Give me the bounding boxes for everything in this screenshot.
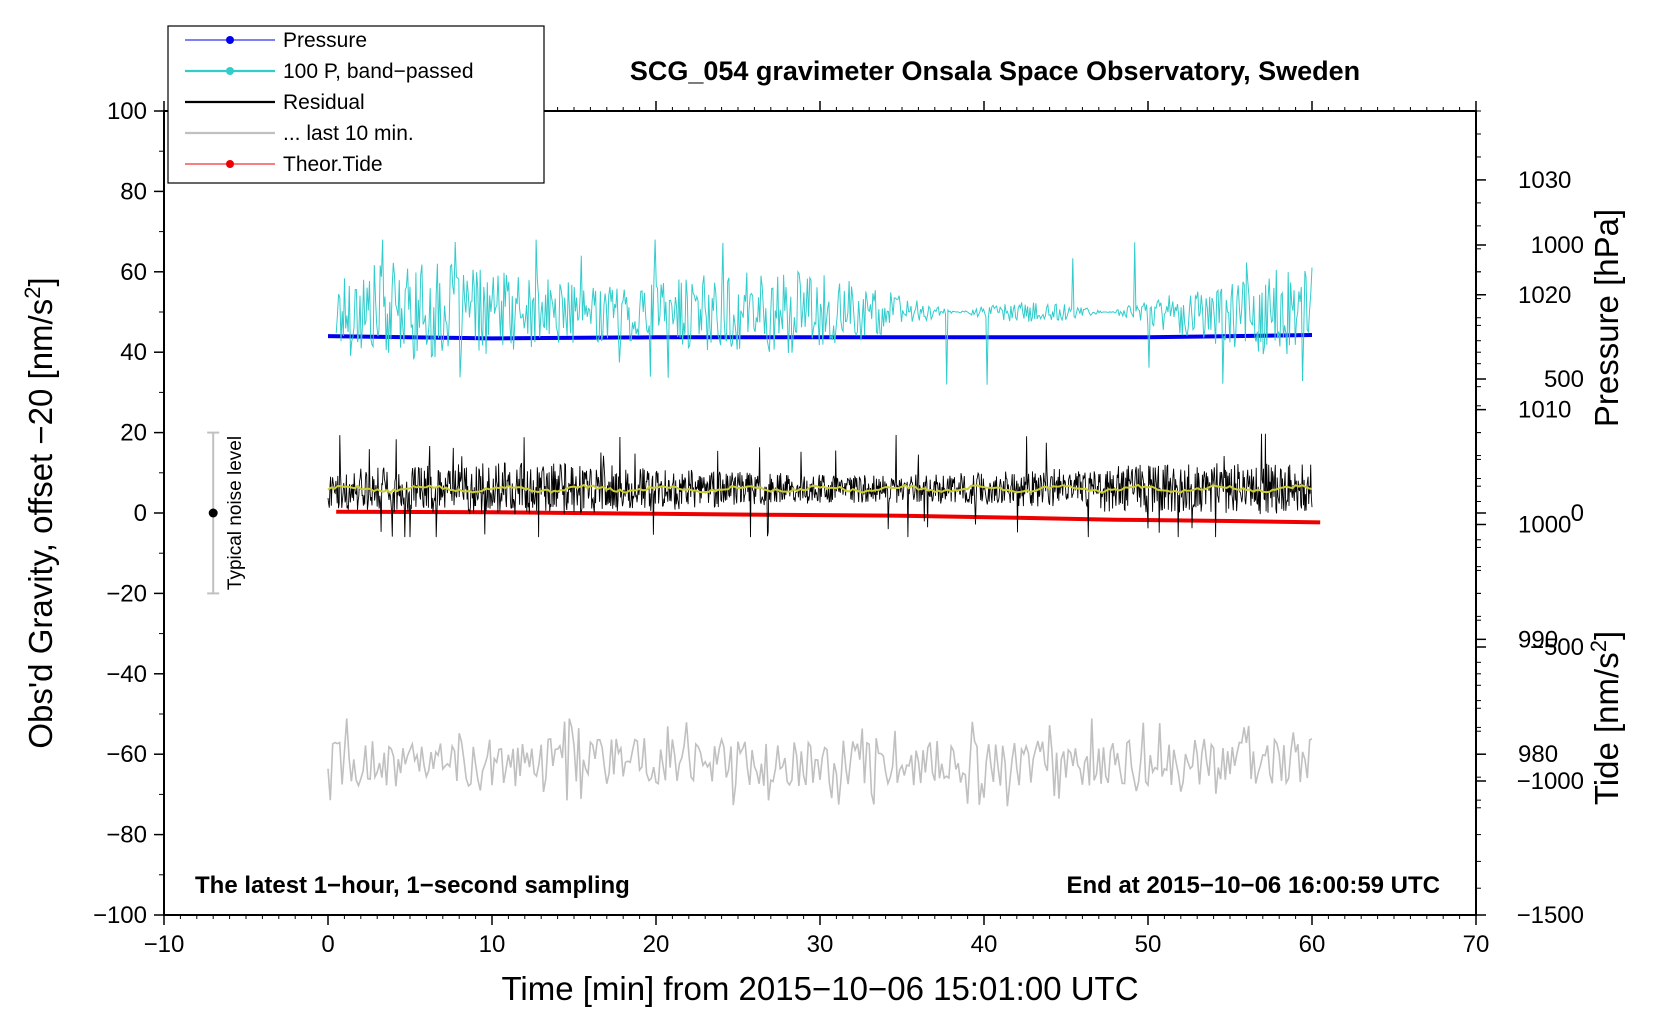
y-axis-pressure-title: Pressure [hPa]	[1588, 209, 1625, 427]
tide-tick-label: 500	[1544, 366, 1584, 393]
tide-tick-label: −1000	[1517, 768, 1584, 795]
legend-item: Residual	[185, 91, 365, 114]
legend-label: 100 P, band−passed	[283, 60, 474, 83]
x-tick-label: 0	[321, 931, 334, 958]
noise-bar-center-dot	[208, 508, 218, 518]
band-passed-pressure-line	[335, 239, 1313, 385]
y-left-tick-label: 100	[107, 98, 147, 125]
last-10-min-line	[327, 718, 1313, 807]
x-axis-title: Time [min] from 2015−10−06 15:01:00 UTC	[501, 970, 1138, 1007]
x-tick-label: −10	[144, 931, 185, 958]
y-left-tick-label: 0	[134, 500, 147, 527]
tide-tick-label: 1000	[1531, 232, 1584, 259]
legend-item: 100 P, band−passed	[185, 60, 474, 83]
x-tick-label: 40	[971, 931, 998, 958]
legend-swatch-marker	[226, 36, 234, 44]
theor-tide-line	[336, 509, 1321, 525]
tide-tick-label: −1500	[1517, 902, 1584, 929]
y-left-tick-label: −60	[106, 741, 147, 768]
legend-label: Pressure	[283, 29, 367, 52]
legend-box	[167, 25, 545, 184]
legend-item: Pressure	[185, 29, 367, 52]
noise-bar-label: Typical noise level	[225, 436, 246, 590]
noise-bar: Typical noise level	[207, 431, 246, 595]
y-axis-left-title: Obs'd Gravity, offset −20 [nm/s2]	[20, 277, 60, 748]
y-left-tick-label: 40	[120, 339, 147, 366]
legend-label: Theor.Tide	[283, 153, 383, 176]
x-tick-label: 70	[1463, 931, 1490, 958]
y-left-tick-label: −40	[106, 661, 147, 688]
x-tick-label: 30	[807, 931, 834, 958]
pressure-tick-label: 1030	[1518, 167, 1571, 194]
x-tick-label: 50	[1135, 931, 1162, 958]
tide-tick-label: −500	[1530, 634, 1584, 661]
x-tick-label: 10	[479, 931, 506, 958]
pressure-tick-label: 980	[1518, 741, 1558, 768]
residual-smoothed-line	[327, 483, 1313, 495]
y-left-tick-label: −100	[93, 902, 147, 929]
y-left-tick-label: −80	[106, 822, 147, 849]
pressure-tick-label: 1020	[1518, 282, 1571, 309]
legend-label: ... last 10 min.	[283, 122, 414, 145]
chart-title: SCG_054 gravimeter Onsala Space Observat…	[630, 56, 1360, 86]
y-left-tick-label: 80	[120, 178, 147, 205]
end-time-note: End at 2015−10−06 16:00:59 UTC	[1066, 872, 1440, 899]
axis-layer: −10 0 10 20 30 40 50 60 70100806040200−20−40−60−…	[93, 98, 1584, 958]
legend-swatch-marker	[226, 67, 234, 75]
legend-item: Theor.Tide	[185, 153, 383, 176]
y-left-tick-label: 60	[120, 259, 147, 286]
legend: Pressure 100 P, band−passed Residual ... la…	[167, 25, 545, 184]
pressure-tick-label: 990	[1518, 626, 1558, 653]
x-tick-label: 20	[643, 931, 670, 958]
y-axis-tide-title: Tide [nm/s2]	[1586, 631, 1626, 805]
legend-swatch-marker	[226, 160, 234, 168]
legend-item: ... last 10 min.	[185, 122, 414, 145]
y-left-tick-label: −20	[106, 580, 147, 607]
y-left-tick-label: 20	[120, 420, 147, 447]
series-layer	[327, 239, 1321, 807]
legend-label: Residual	[283, 91, 365, 114]
tide-tick-label: 0	[1571, 500, 1584, 527]
pressure-tick-label: 1000	[1518, 511, 1571, 538]
x-tick-label: 60	[1299, 931, 1326, 958]
sampling-note: The latest 1−hour, 1−second sampling	[195, 872, 630, 899]
legend-items: Pressure 100 P, band−passed Residual ... la…	[185, 29, 474, 176]
pressure-tick-label: 1010	[1518, 397, 1571, 424]
residual-line	[327, 433, 1313, 538]
